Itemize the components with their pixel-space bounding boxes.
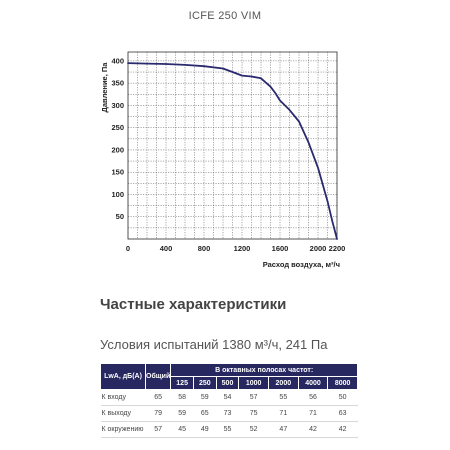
row-label: К выходу (100, 405, 146, 422)
table-body: К входу 65 58 59 54 57 55 56 50 К выходу 79 59 65 73 7… (100, 389, 358, 438)
y-tick-label: 200 (111, 145, 124, 154)
header-row-label: LwA, дБ(A) (100, 363, 146, 390)
x-tick-label: 2000 (310, 244, 327, 253)
curve-layer (127, 62, 338, 240)
y-axis-label: Давление, Па (100, 62, 109, 113)
band-value-cell: 58 (170, 389, 194, 406)
band-value-cell: 50 (327, 389, 358, 406)
band-value-cell: 55 (268, 389, 299, 406)
x-tick-label: 400 (160, 244, 173, 253)
band-value-cell: 71 (268, 405, 299, 422)
plot-frame (127, 51, 338, 240)
band-value-cell: 42 (298, 421, 328, 438)
table-row: К выходу 79 59 65 73 75 71 71 63 (100, 405, 358, 422)
band-value-cell: 55 (216, 421, 239, 438)
x-tick-labels: 0 400 800 1200 1600 2000 2200 (126, 244, 345, 253)
band-header: 2000 (268, 376, 299, 390)
y-tick-labels: 50 100 150 200 250 300 350 400 (111, 56, 124, 221)
pressure-curve (127, 62, 338, 240)
x-tick-label: 800 (198, 244, 211, 253)
band-value-cell: 49 (193, 421, 217, 438)
x-tick-label: 0 (126, 244, 130, 253)
row-label: К входу (100, 389, 146, 406)
band-value-cell: 65 (193, 405, 217, 422)
band-value-cell: 59 (193, 389, 217, 406)
band-header: 4000 (297, 376, 329, 390)
band-header: 1000 (238, 376, 269, 390)
band-value-cell: 57 (238, 389, 269, 406)
x-tick-label: 2200 (329, 244, 346, 253)
band-value-cell: 54 (216, 389, 239, 406)
total-cell: 65 (145, 389, 171, 406)
total-cell: 79 (145, 405, 171, 422)
header-octave: В октавных полосах частот: (170, 363, 358, 377)
y-tick-label: 50 (116, 212, 124, 221)
band-value-cell: 71 (298, 405, 328, 422)
x-tick-label: 1600 (272, 244, 289, 253)
major-grid (127, 51, 338, 240)
band-value-cell: 56 (298, 389, 328, 406)
y-tick-label: 100 (111, 190, 124, 199)
total-cell: 57 (145, 421, 171, 438)
table-bands-row: 125 250 500 1000 2000 4000 8000 (101, 376, 358, 390)
band-value-cell: 52 (238, 421, 269, 438)
band-value-cell: 63 (327, 405, 358, 422)
x-axis-label: Расход воздуха, м³/ч (263, 260, 340, 269)
band-value-cell: 59 (170, 405, 194, 422)
pressure-flow-chart: 50 100 150 200 250 300 350 400 0 400 800 1200 1600 2… (100, 51, 345, 269)
y-tick-label: 250 (111, 123, 124, 132)
band-value-cell: 47 (268, 421, 299, 438)
table-row: К входу 65 58 59 54 57 55 56 50 (100, 389, 358, 406)
x-tick-label: 1200 (234, 244, 251, 253)
band-header: 8000 (327, 376, 358, 390)
band-value-cell: 75 (238, 405, 269, 422)
section-title: Частные характеристики (100, 296, 287, 313)
band-header: 250 (192, 376, 217, 390)
chart-title: ICFE 250 VIM (188, 10, 262, 22)
band-value-cell: 45 (170, 421, 194, 438)
test-conditions: Условия испытаний 1380 м³/ч, 241 Па (100, 337, 328, 352)
header-total: Общий (144, 363, 172, 390)
y-tick-label: 150 (111, 168, 124, 177)
y-tick-label: 400 (111, 56, 124, 65)
y-tick-label: 300 (111, 101, 124, 110)
sound-power-table: LwA, дБ(A) Общий В октавных полосах част… (100, 363, 358, 438)
table-row: К окружению 57 45 49 55 52 47 42 42 (100, 421, 358, 438)
y-tick-label: 350 (111, 79, 124, 88)
band-value-cell: 73 (216, 405, 239, 422)
band-header: 125 (170, 376, 194, 390)
band-header: 500 (215, 376, 240, 390)
table-header-row: LwA, дБ(A) Общий В октавных полосах част… (100, 363, 358, 390)
row-label: К окружению (100, 421, 146, 438)
band-value-cell: 42 (327, 421, 358, 438)
minor-grid (127, 52, 338, 240)
